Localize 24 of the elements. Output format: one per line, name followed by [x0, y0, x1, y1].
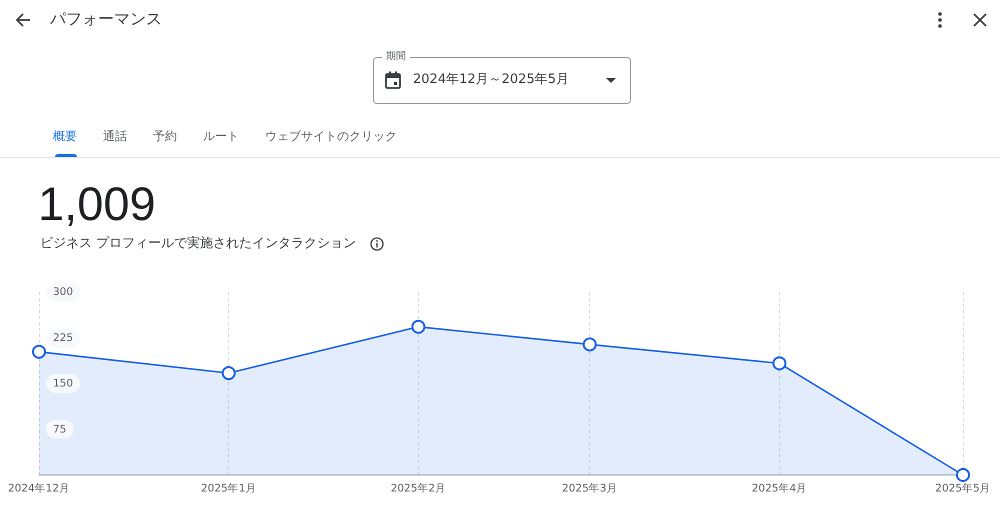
y-tick-label: 225	[53, 332, 74, 344]
y-tick-label: 150	[53, 378, 74, 390]
text: 概要	[53, 128, 77, 145]
text: ルート	[203, 128, 239, 145]
x-tick-label: 2024年12月	[8, 482, 70, 494]
point	[411, 320, 426, 334]
text: 1,009	[38, 177, 156, 230]
point	[222, 366, 236, 380]
x-tick-label: 2025年2月	[390, 482, 446, 494]
point	[956, 468, 970, 482]
x-tick-label: 2025年3月	[562, 482, 618, 494]
text: 予約	[153, 128, 177, 145]
x-tick-label: 2025年5月	[935, 482, 991, 494]
x-tick-label: 2025年1月	[200, 482, 256, 494]
x-tick-label: 2025年4月	[752, 482, 808, 494]
y-tick-label: 75	[53, 423, 66, 436]
point	[582, 337, 597, 352]
point	[772, 356, 786, 370]
text: ウェブサイトのクリック	[265, 128, 397, 145]
text: ビジネス プロフィールで実施されたインタラクション	[40, 235, 356, 253]
chart-title: パフォーマンス	[50, 9, 162, 29]
y-tick-label: 300	[53, 286, 74, 298]
point	[32, 344, 46, 359]
text: 通話	[103, 128, 127, 145]
